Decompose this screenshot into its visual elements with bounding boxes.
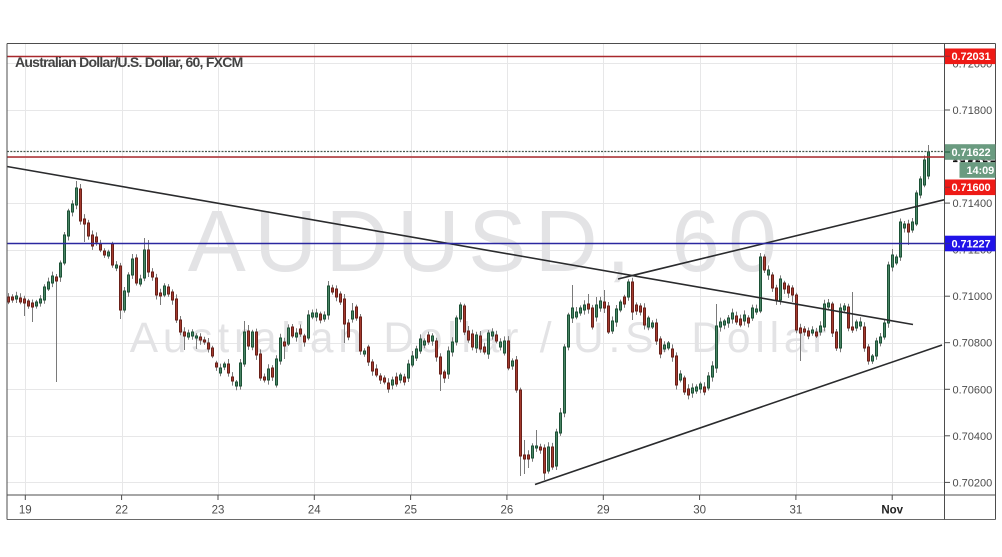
svg-text:19: 19 xyxy=(19,505,32,517)
svg-text:0.71622: 0.71622 xyxy=(952,147,991,159)
svg-text:0.71600: 0.71600 xyxy=(952,182,991,194)
svg-text:0.70200: 0.70200 xyxy=(953,477,993,489)
svg-text:AUDUSD, 60: AUDUSD, 60 xyxy=(188,193,785,290)
svg-text:Australian Dollar/U.S. Dollar,: Australian Dollar/U.S. Dollar, 60, FXCM xyxy=(15,54,243,70)
svg-text:Nov: Nov xyxy=(881,505,903,517)
svg-text:29: 29 xyxy=(597,505,610,517)
svg-text:22: 22 xyxy=(115,505,128,517)
svg-text:24: 24 xyxy=(308,505,321,517)
svg-text:26: 26 xyxy=(501,505,514,517)
svg-text:0.70800: 0.70800 xyxy=(953,338,993,350)
svg-text:0.72031: 0.72031 xyxy=(952,51,991,63)
svg-text:30: 30 xyxy=(693,505,706,517)
svg-text:25: 25 xyxy=(404,505,417,517)
svg-text:0.71400: 0.71400 xyxy=(953,198,993,210)
svg-text:0.71000: 0.71000 xyxy=(953,291,993,303)
svg-text:0.71227: 0.71227 xyxy=(952,238,991,250)
svg-text:0.70400: 0.70400 xyxy=(953,431,993,443)
svg-text:14:09: 14:09 xyxy=(967,165,995,177)
svg-text:0.71800: 0.71800 xyxy=(953,105,993,117)
svg-text:0.70600: 0.70600 xyxy=(953,384,993,396)
svg-text:31: 31 xyxy=(790,505,803,517)
svg-text:23: 23 xyxy=(212,505,225,517)
